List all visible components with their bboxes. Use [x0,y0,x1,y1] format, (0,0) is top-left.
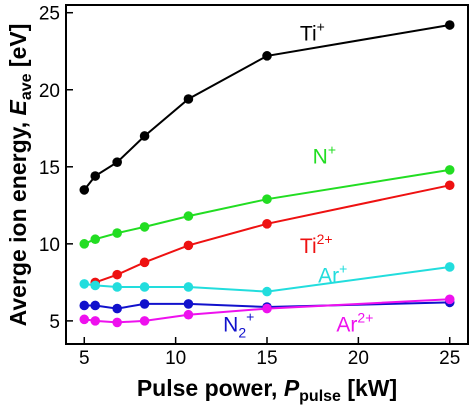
data-point [262,286,272,297]
data-point [79,279,90,289]
data-point [112,282,122,292]
y-axis-title: Averge ion energy, Eave [eV] [5,24,35,327]
y-tick-label: 25 [39,4,60,25]
data-point [139,131,150,141]
data-point [112,157,122,167]
data-point [112,269,122,280]
series-lines [83,24,450,324]
series-label: N2+ [223,309,254,341]
series-points [79,20,455,328]
series-labels: Ti+ N+ Ti2+Ar+ N2+ Ar2+ [223,18,373,340]
series-label: N+ [313,142,336,169]
y-tick-label: 5 [49,312,60,333]
data-point [79,239,90,249]
data-point [112,303,122,314]
series-label: Ar+ [318,260,347,287]
data-point [262,303,272,314]
data-point [262,194,272,204]
series-line [83,168,450,245]
data-point [90,300,101,311]
data-point [183,282,194,292]
data-point [444,165,455,175]
x-tick-label: 15 [256,348,277,369]
data-point [183,211,194,221]
x-axis-title: Pulse power, Ppulse [kW] [137,375,397,405]
data-point [112,317,122,328]
data-point [444,294,455,305]
data-point [139,299,150,309]
data-point [183,309,194,320]
x-tick-label: 10 [165,348,186,369]
series-line [94,184,450,284]
data-point [139,282,150,292]
data-point [112,228,122,238]
data-point [444,262,455,272]
series-label: Ti2+ [300,231,333,258]
data-point [262,219,272,229]
data-point [79,314,90,325]
data-point [90,280,101,291]
data-point [262,51,272,61]
axis-ticks: 5 10 15 20 25 5 10 15 20 25 [39,4,460,369]
x-tick-label: 20 [348,348,369,369]
y-tick-label: 15 [39,158,60,179]
data-point [139,257,150,268]
data-point [79,300,90,311]
data-point [183,299,194,309]
data-point [183,94,194,104]
series-label: Ti+ [300,18,325,45]
x-tick-label: 25 [439,348,460,369]
data-point [90,171,101,181]
data-point [79,185,90,195]
x-tick-label: 5 [79,348,90,369]
data-point [444,180,455,191]
data-point [444,20,455,30]
series-label: Ar2+ [336,310,373,337]
data-point [139,316,150,326]
y-tick-label: 20 [39,81,60,102]
data-point [183,240,194,251]
data-point [90,316,101,326]
data-point [139,222,150,232]
series-line [83,24,450,191]
data-point [90,234,101,245]
y-tick-label: 10 [39,235,60,256]
